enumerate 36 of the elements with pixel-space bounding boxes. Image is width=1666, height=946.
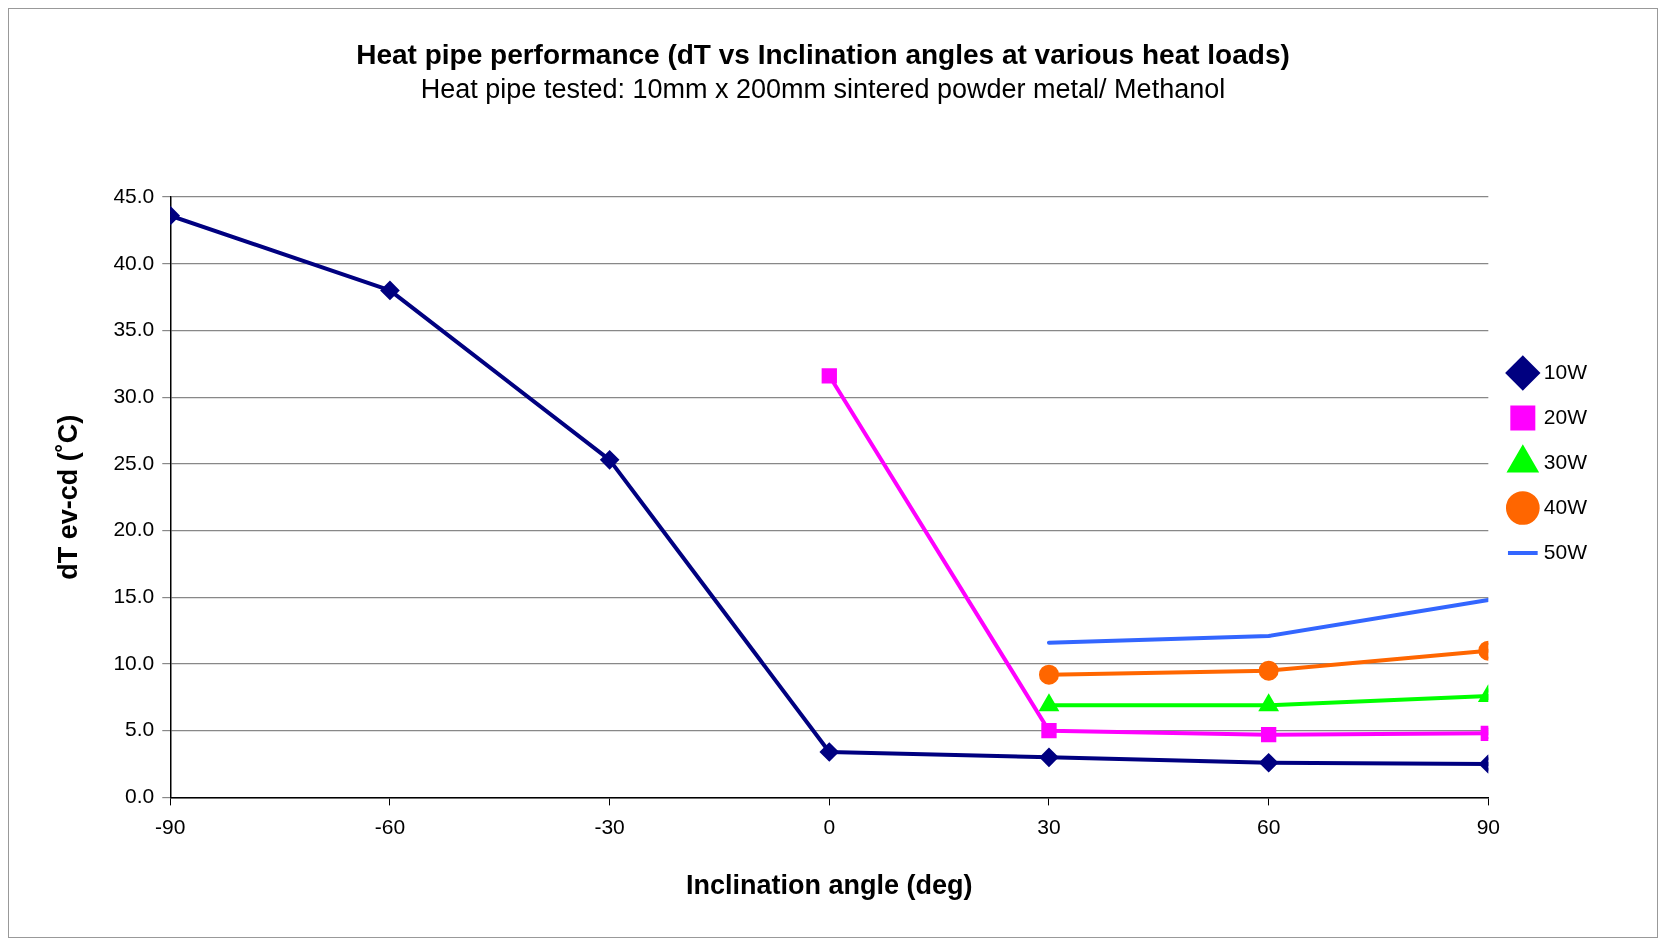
point (1041, 723, 1057, 739)
x-tick-label: 90 (1476, 814, 1500, 838)
point (1038, 664, 1059, 685)
point (1039, 748, 1058, 767)
y-tick-label: 35.0 (113, 317, 155, 341)
point (1259, 753, 1278, 772)
point (1259, 695, 1278, 712)
y-tick-label: 0.0 (125, 784, 155, 808)
x-tick-label: 60 (1256, 814, 1281, 838)
legend-label: 10W (1543, 359, 1588, 383)
legend-label: 20W (1543, 404, 1588, 428)
x-axis-title: Inclination angle (deg) (686, 870, 973, 901)
legend-label: 30W (1543, 449, 1588, 473)
x-tick-label: 30 (1037, 814, 1061, 838)
legend-label: 50W (1543, 539, 1588, 563)
x-tick-label: -30 (594, 814, 625, 838)
point (1040, 695, 1058, 712)
y-tick-label: 10.0 (113, 650, 155, 674)
y-axis-title: dT ev-cd (˚C) (52, 414, 83, 580)
chart-title: Heat pipe performance (dT vs Inclination angles at various heat loads) (356, 38, 1290, 70)
point (821, 368, 837, 384)
chart-subtitle: Heat pipe tested: 10mm x 200mm sintered powder metal/ Methanol (420, 74, 1226, 105)
y-tick-label: 45.0 (113, 183, 155, 207)
point (1260, 727, 1277, 743)
y-tick-label: 40.0 (113, 250, 155, 274)
y-tick-label: 30.0 (113, 383, 155, 407)
y-tick-label: 5.0 (125, 717, 155, 741)
point (1258, 660, 1279, 681)
x-tick-label: -90 (155, 814, 186, 838)
y-tick-label: 25.0 (113, 450, 155, 474)
x-tick-label: -60 (374, 814, 406, 838)
point (820, 743, 839, 762)
y-tick-label: 15.0 (113, 584, 155, 608)
y-tick-label: 20.0 (113, 517, 155, 541)
x-tick-label: 0 (823, 814, 836, 838)
legend-label: 40W (1543, 494, 1588, 518)
